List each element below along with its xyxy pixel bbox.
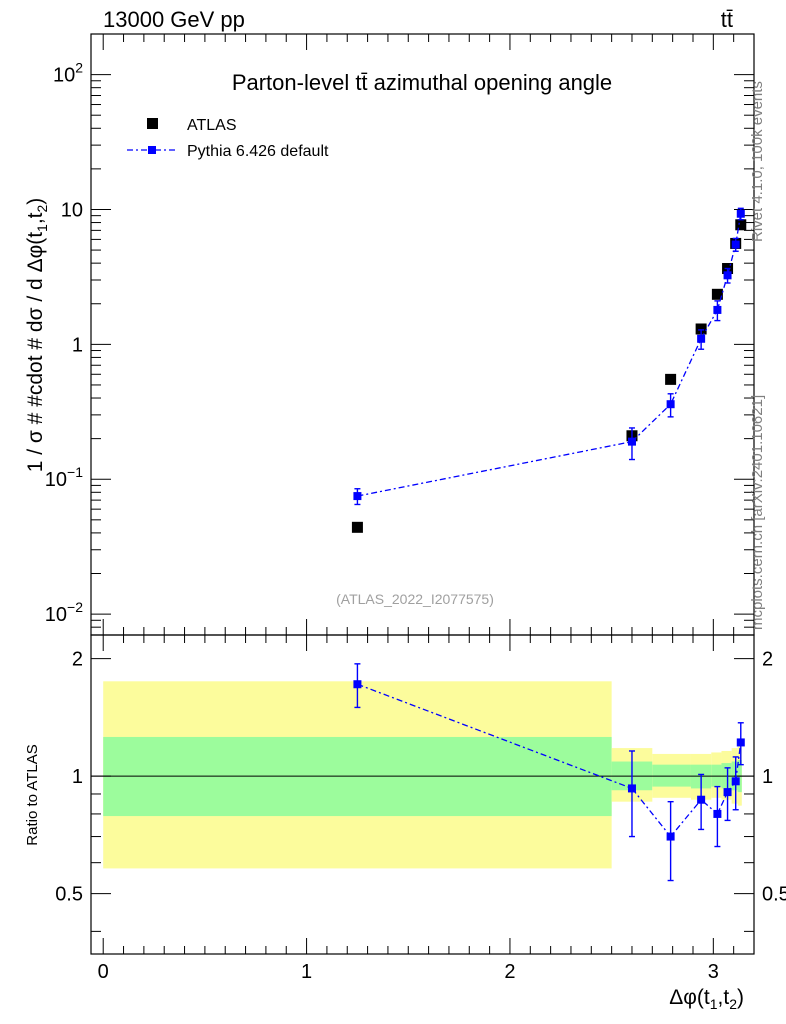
main-y-tick-label: 10 [61,199,83,221]
process-label: tt̄ [721,7,733,32]
pythia-line [357,213,742,497]
ratio-series-layer [353,663,745,882]
atlas-point [665,373,677,385]
x-tick-label: 1 [301,961,312,983]
pythia-point [723,271,732,280]
legend-label-atlas: ATLAS [187,117,237,134]
ratio-y-tick-label: 0.5 [55,884,83,906]
atlas-point [351,521,363,533]
pythia-point [736,209,745,218]
analysis-watermark: (ATLAS_2022_I2077575) [336,591,494,607]
ratio-y-tick-label: 1 [72,766,83,788]
main-y-tick-label: 10−1 [45,464,83,491]
legend-marker-atlas [147,118,158,129]
main-y-tick-label: 1 [72,334,83,356]
ratio-axis-ticks: 0.5 0.5 1 1 2 2 0 1 2 3 [55,635,786,983]
pythia-point [713,305,722,314]
atlas-point [735,219,747,231]
pythia-point [353,492,362,501]
chart-title: Parton-level tt̄ azimuthal opening angle [232,70,612,95]
ratio-point [666,832,675,841]
ratio-point [736,738,745,747]
ratio-y-tick-label-right: 2 [762,649,773,671]
energy-label: 13000 GeV pp [103,7,245,32]
main-series-layer [351,207,747,533]
mcplots-label: mcplots.cern.ch [arXiv:2401.10621] [749,395,766,630]
ratio-point [353,680,362,689]
x-tick-label: 3 [708,961,719,983]
pythia-point [627,437,636,446]
pythia-point [731,240,740,249]
ratio-uncertainty-bands [103,681,742,869]
pythia-point [666,400,675,409]
atlas-point [711,288,723,300]
ratio-point [723,788,732,797]
ratio-point [697,795,706,804]
main-y-tick-label: 102 [53,60,83,87]
x-tick-label: 0 [98,961,109,983]
main-y-axis-label: 1 / σ # #cdot # dσ / d Δφ(t1,t2) [24,198,50,473]
rivet-label: Rivet 4.1.0, 100k events [749,81,766,242]
ratio-line [357,683,742,838]
ratio-panel-frame [90,634,755,955]
ratio-point [713,809,722,818]
pythia-point [697,334,706,343]
main-y-tick-label: 10−2 [45,599,83,626]
main-axis-ticks: 10−2 10−1 1 10 102 [45,33,754,636]
ratio-y-tick-label-right: 0.5 [762,884,786,906]
ratio-y-tick-label: 2 [72,649,83,671]
legend-label-pythia: Pythia 6.426 default [187,143,329,160]
ratio-y-tick-label-right: 1 [762,766,773,788]
x-tick-label: 2 [504,961,515,983]
x-axis-label: Δφ(t1,t2) [669,986,744,1012]
ratio-point [731,777,740,786]
legend-marker-pythia [148,146,156,154]
atlas-point [695,323,707,335]
ratio-y-axis-label: Ratio to ATLAS [24,744,41,845]
ratio-point [627,784,636,793]
